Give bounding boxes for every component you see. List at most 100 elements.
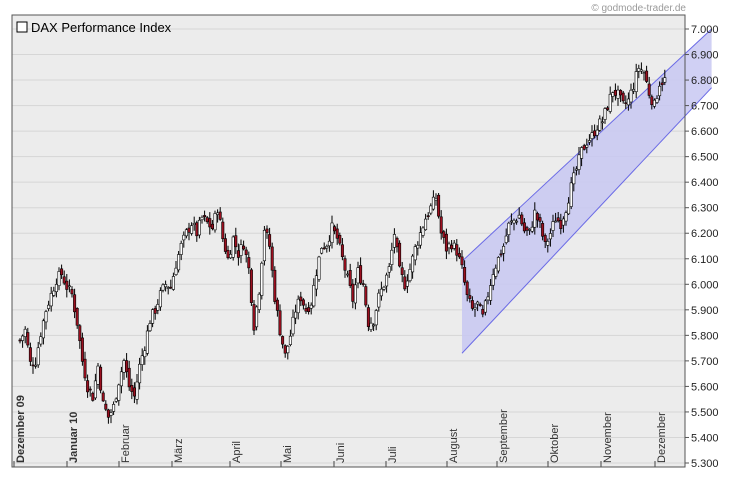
candle-body — [455, 244, 459, 256]
candle-body — [361, 283, 365, 285]
candle-body — [551, 221, 555, 231]
y-tick-label: 6.400 — [691, 177, 719, 189]
candle-body — [351, 283, 355, 302]
channel-fill — [462, 29, 712, 354]
candle-body — [658, 85, 662, 97]
candle-body — [346, 273, 350, 276]
month-label: Juni — [335, 443, 347, 463]
candle-body — [62, 276, 66, 284]
candle-body — [234, 235, 238, 248]
candle-body — [619, 90, 623, 96]
y-tick-label: 6.700 — [691, 101, 719, 113]
candle-body — [184, 229, 188, 237]
month-label: Januar 10 — [68, 412, 80, 463]
candle-body — [481, 308, 485, 315]
candle-body — [31, 364, 35, 367]
candle-body — [161, 284, 165, 291]
candle-body — [517, 214, 521, 219]
candle-body — [655, 98, 659, 103]
candle-body — [390, 249, 394, 265]
candle-body — [528, 229, 532, 231]
candle-body — [364, 286, 368, 306]
candle-body — [530, 226, 534, 232]
candle-body — [379, 288, 383, 297]
y-tick-label: 5.800 — [691, 330, 719, 342]
month-label: Dezember — [656, 412, 668, 463]
candle-body — [465, 281, 469, 296]
chart-title: DAX Performance Index — [31, 20, 172, 35]
candle-body — [400, 267, 404, 275]
y-tick-label: 6.200 — [691, 228, 719, 240]
candle-body — [632, 89, 636, 92]
candle-body — [392, 234, 396, 248]
candle-body — [221, 221, 225, 240]
candle-body — [411, 255, 415, 273]
candle-body — [239, 244, 243, 256]
candle-body — [320, 248, 324, 254]
candle-body — [177, 254, 181, 271]
candle-body — [647, 83, 651, 96]
candle-body — [574, 168, 578, 171]
candle-body — [88, 388, 92, 391]
candle-body — [114, 398, 118, 402]
candle-body — [255, 306, 259, 328]
candle-body — [291, 316, 295, 335]
candle-body — [639, 69, 643, 72]
candle-body — [226, 249, 230, 259]
candle-body — [119, 371, 123, 387]
candle-body — [325, 245, 329, 249]
candle-body — [590, 132, 594, 139]
candle-body — [421, 227, 425, 236]
candle-body — [268, 234, 272, 247]
candle-body — [317, 256, 321, 280]
candle-body — [660, 82, 664, 86]
candle-body — [216, 212, 220, 215]
month-label: September — [498, 409, 510, 463]
candle-body — [580, 147, 584, 159]
candle-body — [112, 404, 116, 412]
candle-body — [543, 235, 547, 242]
candle-body — [442, 231, 446, 238]
candle-body — [143, 350, 147, 358]
watermark: © godmode-trader.de — [591, 3, 686, 14]
candle-body — [195, 222, 199, 237]
candle-body — [598, 118, 602, 131]
month-labels: Dezember 09 Januar 10 Februar März April Mai J… — [13, 395, 668, 467]
candle-body — [23, 328, 27, 337]
candle-body — [348, 270, 352, 286]
candle-body — [83, 358, 87, 379]
month-label: Oktober — [549, 424, 561, 463]
candle-body — [343, 258, 347, 271]
candle-body — [49, 293, 53, 307]
candle-body — [296, 298, 300, 314]
candle-body — [104, 403, 108, 410]
candle-body — [91, 392, 95, 401]
candle-body — [486, 296, 490, 301]
candle-body — [67, 285, 71, 288]
candle-body — [164, 284, 168, 288]
candle-body — [252, 304, 256, 331]
candle-body — [78, 325, 82, 342]
candle-body — [582, 145, 586, 150]
candle-body — [174, 267, 178, 276]
candle-body — [587, 140, 591, 143]
candle-body — [125, 360, 129, 373]
candle-body — [130, 385, 134, 392]
candle-body — [359, 265, 363, 284]
candle-body — [434, 198, 438, 201]
candle-body — [356, 267, 360, 284]
candle-body — [463, 267, 467, 283]
candle-body — [208, 218, 212, 228]
month-label: November — [602, 412, 614, 463]
y-tick-label: 6.100 — [691, 254, 719, 266]
candle-body — [299, 296, 303, 302]
candle-body — [73, 294, 77, 313]
candle-body — [57, 271, 61, 287]
candle-body — [60, 268, 64, 276]
candle-body — [39, 336, 43, 345]
y-tick-label: 6.600 — [691, 126, 719, 138]
candle-body — [626, 98, 630, 106]
candle-body — [624, 102, 628, 105]
candle-body — [122, 360, 126, 373]
candle-body — [312, 285, 316, 307]
